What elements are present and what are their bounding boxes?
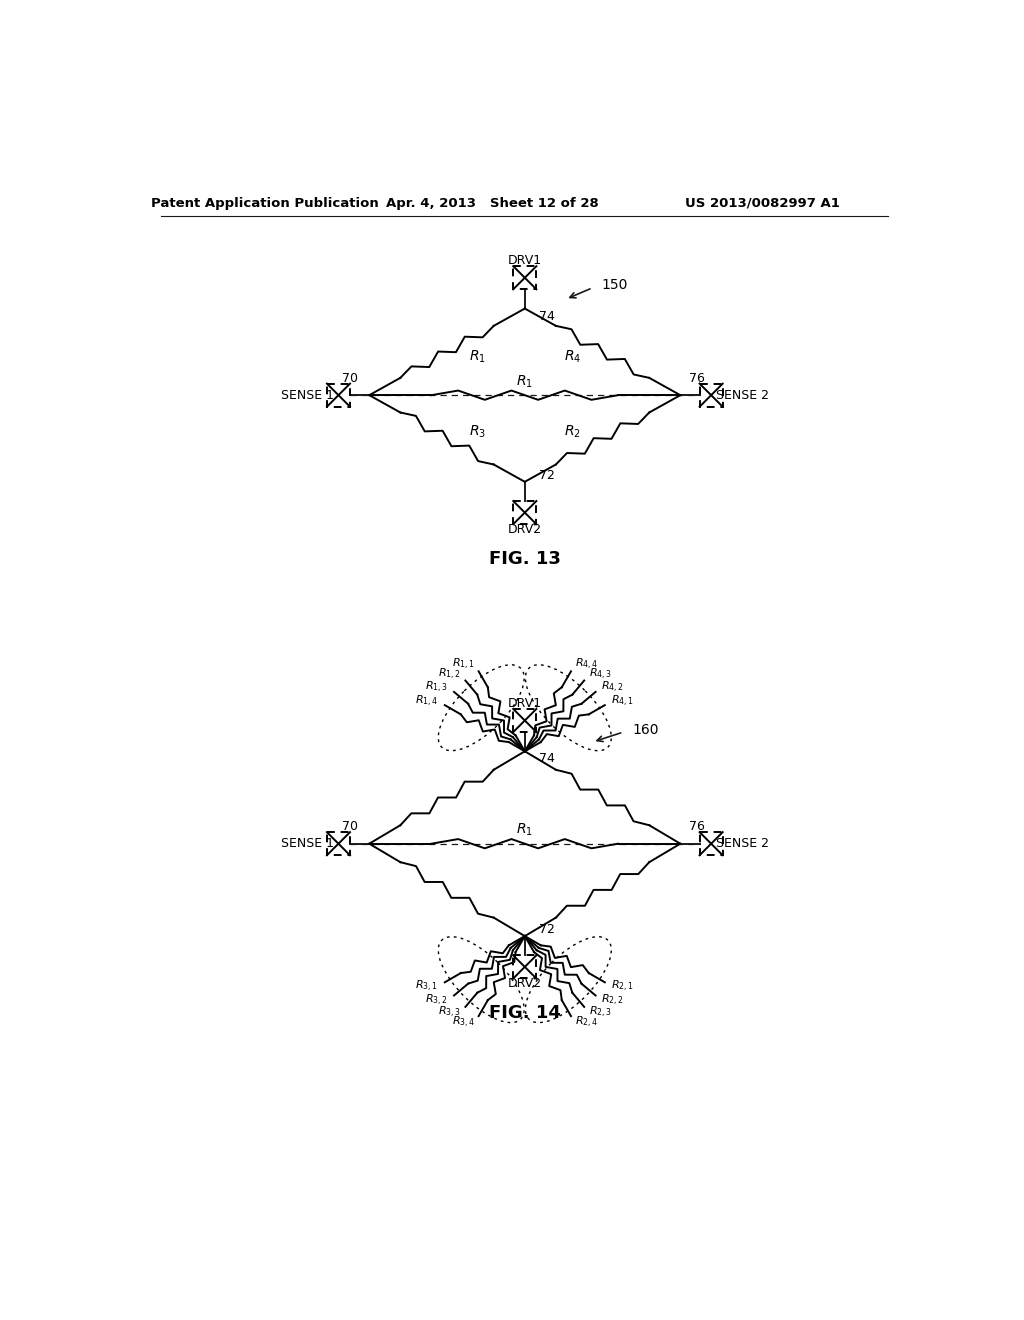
Text: $R_{2,2}$: $R_{2,2}$ [601, 993, 625, 1008]
Bar [327, 384, 350, 407]
Text: $R_{2,3}$: $R_{2,3}$ [589, 1006, 612, 1020]
Text: DRV1: DRV1 [508, 697, 542, 710]
Text: 160: 160 [633, 723, 659, 737]
Text: 74: 74 [539, 752, 555, 766]
Bar [513, 267, 537, 289]
Text: SENSE 2: SENSE 2 [716, 837, 769, 850]
Bar [513, 709, 537, 733]
Text: $R_{2,1}$: $R_{2,1}$ [611, 978, 635, 994]
Text: $R_{4,1}$: $R_{4,1}$ [611, 694, 635, 709]
Text: SENSE 2: SENSE 2 [716, 388, 769, 401]
Text: DRV1: DRV1 [508, 255, 542, 268]
Text: $R_1$: $R_1$ [469, 348, 485, 364]
Text: 76: 76 [689, 820, 705, 833]
Text: $R_{3,1}$: $R_{3,1}$ [415, 978, 438, 994]
Text: $R_{1,2}$: $R_{1,2}$ [437, 667, 461, 682]
Text: 72: 72 [539, 924, 555, 936]
Text: $R_{1,3}$: $R_{1,3}$ [425, 680, 449, 694]
Text: Patent Application Publication: Patent Application Publication [152, 197, 379, 210]
Text: 150: 150 [602, 277, 628, 292]
Text: $R_{3,3}$: $R_{3,3}$ [437, 1006, 461, 1020]
Bar [699, 384, 723, 407]
Text: DRV2: DRV2 [508, 977, 542, 990]
Text: US 2013/0082997 A1: US 2013/0082997 A1 [684, 197, 840, 210]
Text: $R_1$: $R_1$ [516, 821, 534, 838]
Bar [513, 502, 537, 524]
Text: $R_{3,4}$: $R_{3,4}$ [452, 1015, 475, 1031]
Text: $R_4$: $R_4$ [564, 348, 582, 364]
Text: $R_1$: $R_1$ [516, 374, 534, 389]
Text: $R_{4,2}$: $R_{4,2}$ [601, 680, 625, 694]
Text: 70: 70 [342, 820, 358, 833]
Bar [699, 832, 723, 855]
Text: $R_{3,2}$: $R_{3,2}$ [425, 993, 449, 1008]
Text: $R_{1,1}$: $R_{1,1}$ [452, 657, 475, 672]
Text: 76: 76 [689, 372, 705, 384]
Text: FIG. 13: FIG. 13 [488, 550, 561, 568]
Text: DRV2: DRV2 [508, 523, 542, 536]
Bar [327, 832, 350, 855]
Text: FIG. 14: FIG. 14 [488, 1005, 561, 1022]
Text: $R_{1,4}$: $R_{1,4}$ [415, 694, 438, 709]
Text: SENSE 1: SENSE 1 [281, 837, 334, 850]
Text: 70: 70 [342, 372, 358, 384]
Text: $R_{4,3}$: $R_{4,3}$ [589, 667, 612, 682]
Text: $R_2$: $R_2$ [564, 424, 581, 441]
Text: $R_{2,4}$: $R_{2,4}$ [574, 1015, 598, 1031]
Text: 74: 74 [539, 310, 555, 323]
Text: 72: 72 [539, 469, 555, 482]
Text: SENSE 1: SENSE 1 [281, 388, 334, 401]
Text: Apr. 4, 2013   Sheet 12 of 28: Apr. 4, 2013 Sheet 12 of 28 [386, 197, 599, 210]
Text: $R_{4,4}$: $R_{4,4}$ [574, 657, 598, 672]
Bar [513, 956, 537, 978]
Text: $R_3$: $R_3$ [469, 424, 485, 441]
